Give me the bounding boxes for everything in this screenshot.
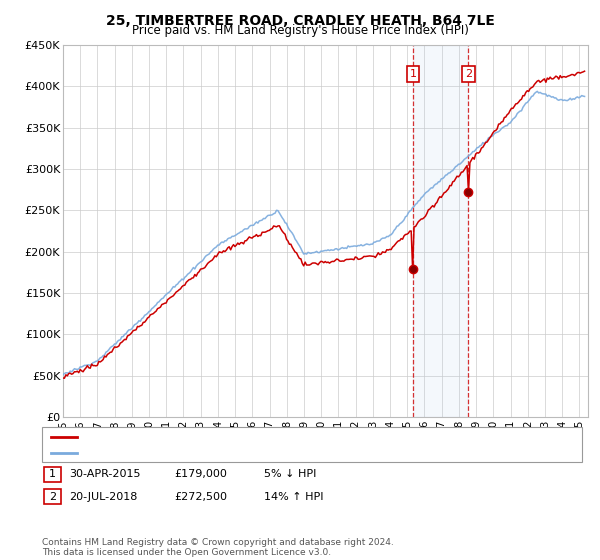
Text: 20-JUL-2018: 20-JUL-2018 [69, 492, 137, 502]
Text: 1: 1 [49, 469, 56, 479]
Text: £272,500: £272,500 [174, 492, 227, 502]
Text: 25, TIMBERTREE ROAD, CRADLEY HEATH, B64 7LE: 25, TIMBERTREE ROAD, CRADLEY HEATH, B64 … [106, 14, 494, 28]
Text: £179,000: £179,000 [174, 469, 227, 479]
Text: HPI: Average price, detached house, Sandwell: HPI: Average price, detached house, Sand… [82, 449, 322, 458]
Text: 1: 1 [409, 69, 416, 79]
Text: 2: 2 [49, 492, 56, 502]
Text: Price paid vs. HM Land Registry's House Price Index (HPI): Price paid vs. HM Land Registry's House … [131, 24, 469, 37]
Bar [413, 45, 469, 417]
Text: 25, TIMBERTREE ROAD, CRADLEY HEATH, B64 7LE (detached house): 25, TIMBERTREE ROAD, CRADLEY HEATH, B64 … [82, 432, 436, 442]
Text: 5% ↓ HPI: 5% ↓ HPI [264, 469, 316, 479]
Text: 2: 2 [465, 69, 472, 79]
Text: Contains HM Land Registry data © Crown copyright and database right 2024.
This d: Contains HM Land Registry data © Crown c… [42, 538, 394, 557]
Text: 14% ↑ HPI: 14% ↑ HPI [264, 492, 323, 502]
Text: 30-APR-2015: 30-APR-2015 [69, 469, 140, 479]
